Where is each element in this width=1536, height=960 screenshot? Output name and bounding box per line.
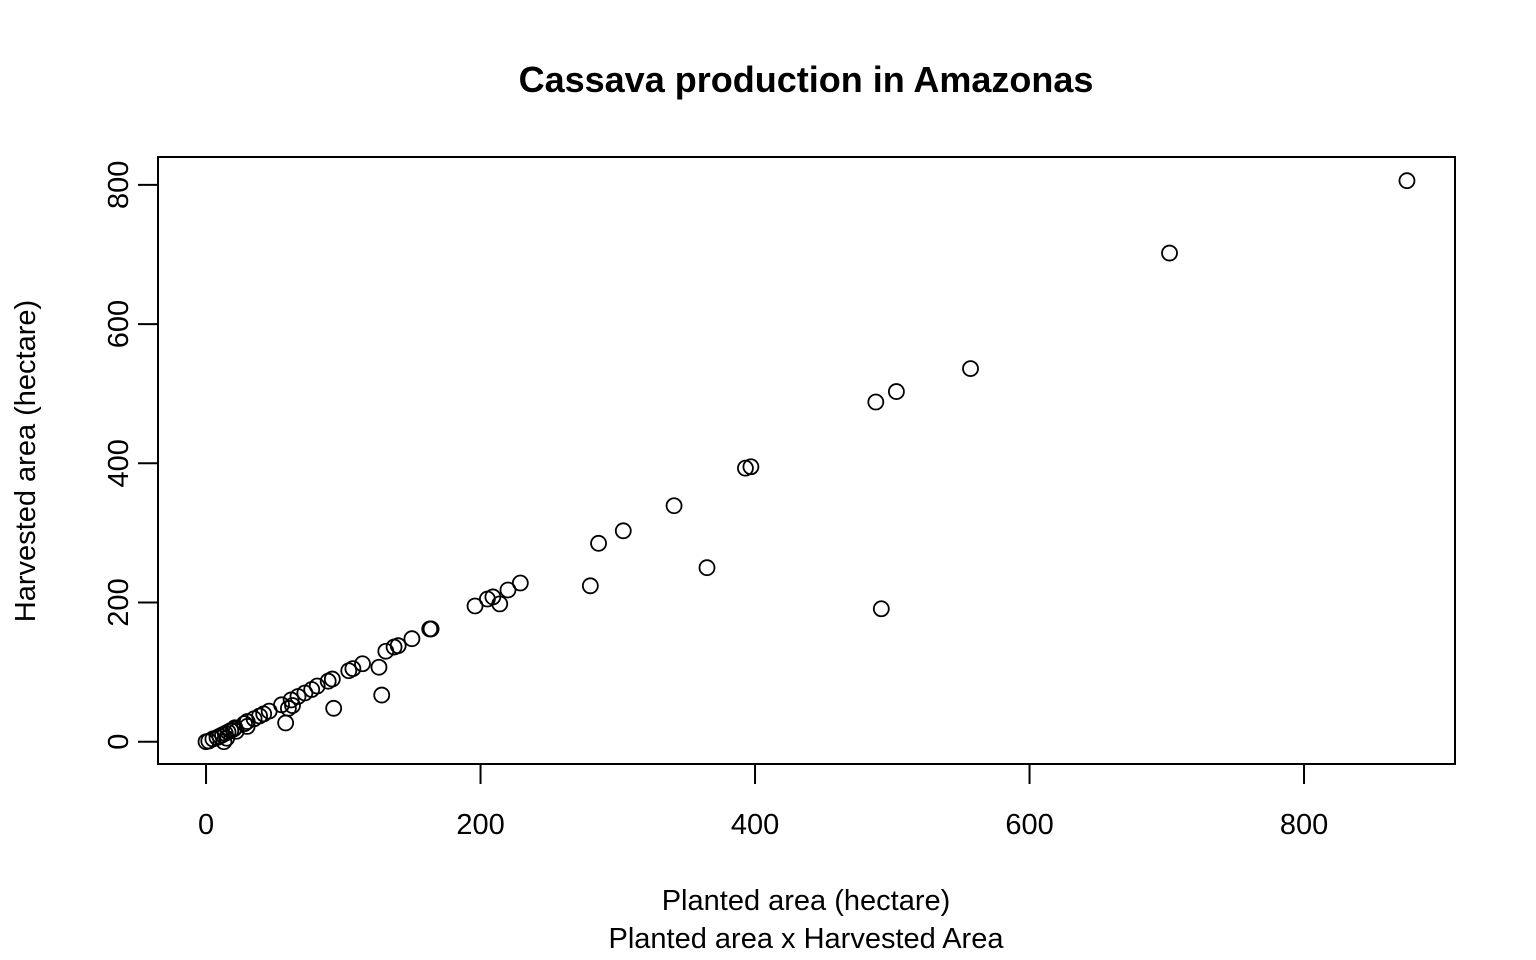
data-point — [373, 686, 391, 704]
data-point — [389, 637, 407, 655]
data-point — [698, 559, 716, 577]
y-tick-label: 400 — [103, 439, 135, 487]
plot-frame — [157, 156, 1456, 765]
data-point — [1398, 172, 1416, 190]
x-tick-label: 800 — [1280, 809, 1328, 841]
data-point — [344, 660, 362, 678]
data-point — [323, 670, 341, 688]
data-point — [665, 497, 683, 515]
x-tick-label: 400 — [731, 809, 779, 841]
data-point — [511, 574, 529, 592]
data-point — [499, 581, 517, 599]
data-point — [491, 595, 509, 613]
data-point — [370, 658, 388, 676]
data-point — [614, 522, 632, 540]
data-point — [354, 655, 371, 673]
data-point — [1161, 244, 1178, 262]
data-point — [279, 699, 297, 717]
data-point — [403, 630, 421, 648]
data-point — [867, 393, 885, 411]
data-point — [742, 458, 760, 476]
y-axis-label: Harvested area (hectare) — [10, 300, 42, 622]
data-point — [422, 620, 440, 638]
y-tick-label: 600 — [103, 300, 135, 348]
x-tick-label: 600 — [1005, 809, 1053, 841]
data-points — [197, 172, 1416, 751]
data-point — [581, 577, 599, 595]
data-point — [308, 677, 326, 695]
data-point — [887, 383, 905, 400]
chart-subtitle: Planted area x Harvested Area — [609, 923, 1005, 955]
x-tick-label: 0 — [198, 809, 214, 841]
y-tick-label: 800 — [103, 161, 135, 209]
data-point — [325, 699, 343, 717]
chart-title: Cassava production in Amazonas — [519, 59, 1094, 100]
data-point — [590, 534, 607, 552]
data-point — [962, 360, 979, 378]
data-point — [466, 597, 484, 615]
data-point — [277, 714, 295, 732]
y-tick-label: 0 — [103, 734, 135, 750]
y-axis: 0 200 400 600 800 — [103, 161, 159, 750]
x-axis: 0 200 400 600 800 — [198, 763, 1328, 841]
y-tick-label: 200 — [103, 578, 135, 626]
x-axis-label: Planted area (hectare) — [662, 885, 951, 917]
data-point — [872, 600, 890, 618]
x-tick-label: 200 — [456, 809, 504, 841]
data-point — [236, 715, 253, 733]
data-point — [284, 697, 301, 714]
